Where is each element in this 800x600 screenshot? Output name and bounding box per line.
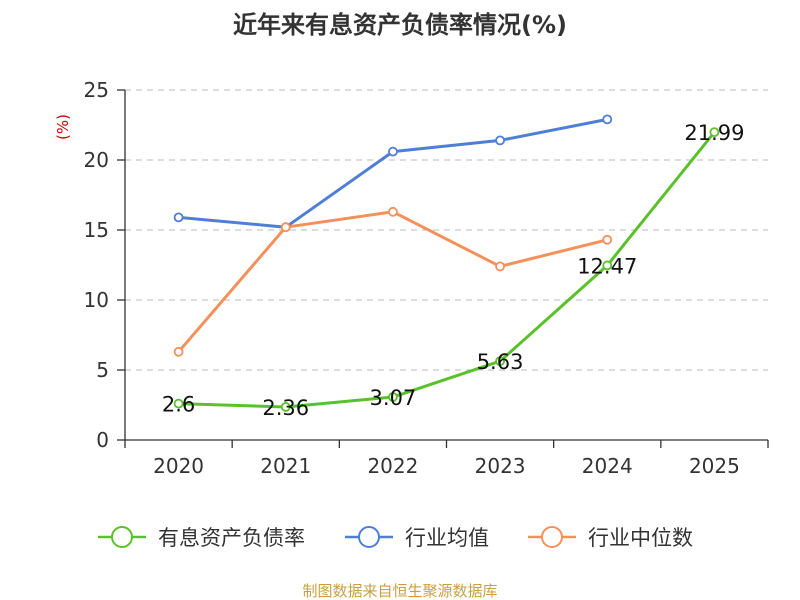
data-point — [388, 146, 398, 157]
data-point — [602, 260, 613, 271]
data-point — [602, 234, 613, 245]
y-tick-label: 15 — [84, 218, 109, 242]
data-point — [495, 356, 505, 367]
data-point — [280, 222, 291, 233]
data-label: 21.99 — [684, 121, 744, 145]
data-label: 2.6 — [162, 393, 195, 417]
legend-label: 行业中位数 — [588, 526, 693, 550]
data-label: 12.47 — [577, 254, 637, 278]
chart-title: 近年来有息资产负债率情况(%) — [233, 11, 567, 39]
data-label: 2.36 — [262, 396, 309, 420]
legend-label: 行业均值 — [405, 526, 489, 550]
y-tick-label: 20 — [84, 148, 109, 172]
data-point — [602, 114, 613, 125]
x-tick-label: 2022 — [367, 454, 418, 478]
data-label: 3.07 — [370, 386, 417, 410]
y-axis-label: (%) — [54, 114, 72, 140]
data-labels: 2.6 2.36 3.07 5.63 12.47 21.99 — [162, 121, 745, 420]
legend-marker — [111, 526, 133, 548]
data-point — [709, 127, 720, 138]
x-tick-label: 2025 — [689, 454, 740, 478]
legend-marker — [358, 526, 380, 548]
data-point — [495, 261, 505, 272]
data-point — [173, 346, 184, 357]
series-line — [178, 131, 716, 409]
legend-label: 有息资产负债率 — [158, 526, 305, 550]
x-tick-label: 2020 — [153, 454, 204, 478]
x-tick-label: 2021 — [260, 454, 311, 478]
source-note: 制图数据来自恒生聚源数据库 — [302, 582, 497, 600]
series-line — [177, 210, 608, 353]
data-point — [388, 206, 398, 217]
data-point — [173, 212, 184, 223]
legend: 有息资产负债率 行业均值 行业中位数 — [98, 526, 693, 550]
data-point — [173, 398, 184, 409]
legend-marker — [541, 526, 563, 548]
x-tick-label: 2023 — [475, 454, 526, 478]
grid — [125, 89, 768, 371]
data-label: 5.63 — [477, 350, 524, 374]
y-tick-label: 10 — [84, 288, 109, 312]
data-point — [495, 135, 505, 146]
series-group — [173, 114, 720, 412]
x-tick-label: 2024 — [582, 454, 633, 478]
data-point — [388, 392, 398, 402]
y-tick-label: 25 — [84, 78, 109, 102]
y-tick-label: 5 — [96, 358, 109, 382]
data-point — [280, 402, 291, 412]
y-tick-label: 0 — [96, 428, 109, 452]
